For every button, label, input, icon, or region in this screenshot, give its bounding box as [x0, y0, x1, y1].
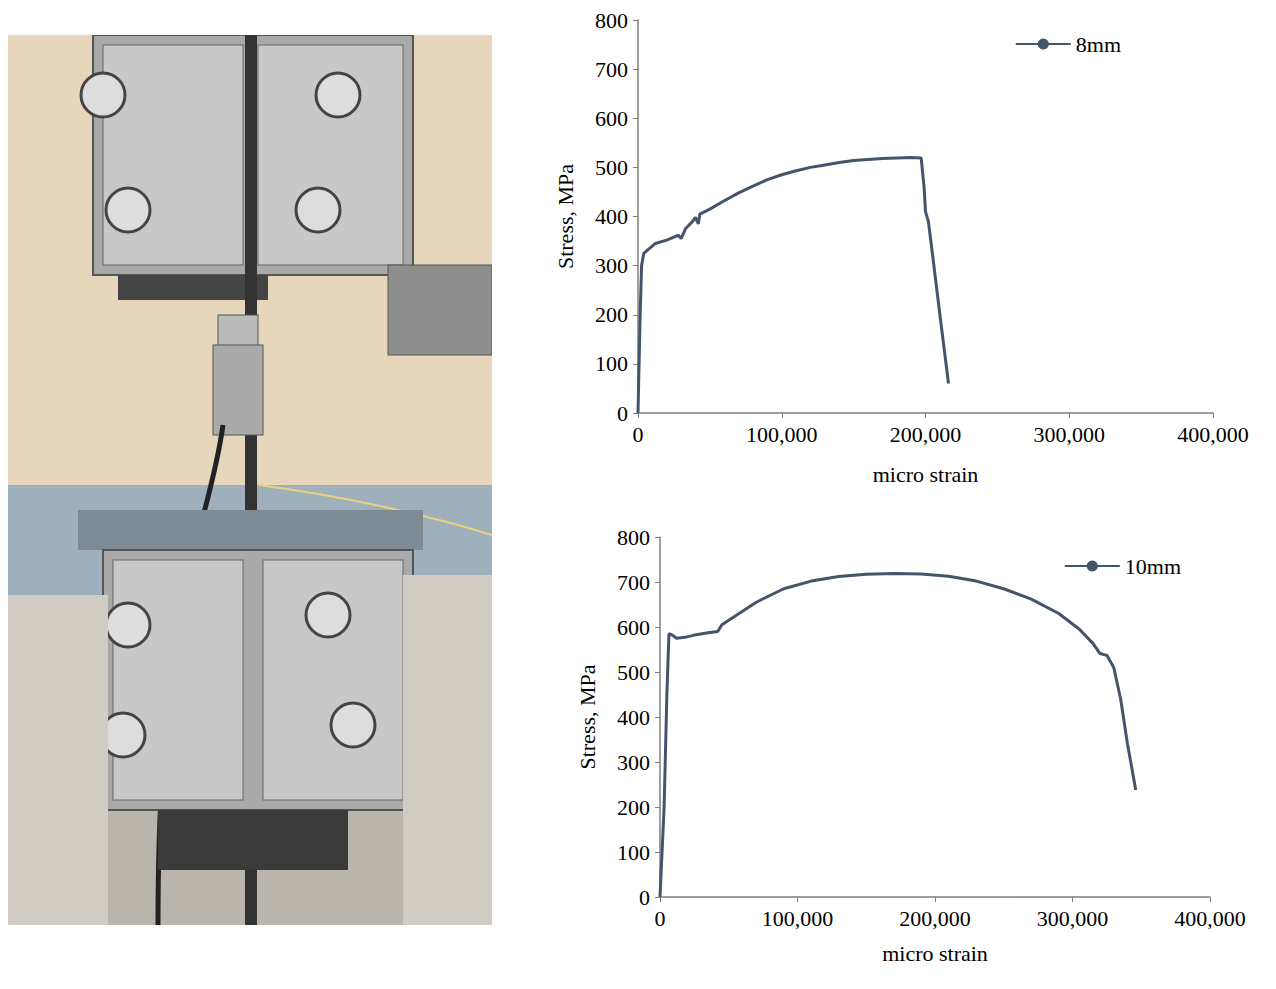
- svg-text:8mm: 8mm: [1076, 32, 1121, 57]
- svg-text:0: 0: [639, 885, 650, 910]
- svg-text:10mm: 10mm: [1125, 554, 1181, 579]
- svg-text:0: 0: [655, 906, 666, 931]
- svg-text:600: 600: [595, 106, 628, 131]
- svg-text:300: 300: [595, 253, 628, 278]
- svg-text:100,000: 100,000: [746, 422, 818, 447]
- svg-text:400: 400: [617, 705, 650, 730]
- svg-text:400,000: 400,000: [1174, 906, 1246, 931]
- svg-text:0: 0: [633, 422, 644, 447]
- svg-text:Stress, MPa: Stress, MPa: [553, 164, 578, 269]
- svg-text:200,000: 200,000: [899, 906, 971, 931]
- svg-text:500: 500: [617, 660, 650, 685]
- svg-text:700: 700: [595, 57, 628, 82]
- svg-text:100,000: 100,000: [762, 906, 834, 931]
- svg-text:400: 400: [595, 204, 628, 229]
- svg-text:300,000: 300,000: [1034, 422, 1106, 447]
- svg-text:100: 100: [595, 351, 628, 376]
- svg-text:600: 600: [617, 615, 650, 640]
- svg-text:micro strain: micro strain: [882, 941, 988, 966]
- svg-text:100: 100: [617, 840, 650, 865]
- svg-text:800: 800: [617, 525, 650, 550]
- svg-text:200: 200: [595, 302, 628, 327]
- svg-text:micro strain: micro strain: [873, 462, 979, 487]
- svg-text:300: 300: [617, 750, 650, 775]
- svg-text:800: 800: [595, 8, 628, 33]
- svg-text:700: 700: [617, 570, 650, 595]
- svg-text:300,000: 300,000: [1037, 906, 1109, 931]
- svg-text:500: 500: [595, 155, 628, 180]
- svg-text:0: 0: [617, 401, 628, 426]
- svg-text:Stress, MPa: Stress, MPa: [575, 664, 600, 769]
- svg-text:200,000: 200,000: [890, 422, 962, 447]
- svg-text:200: 200: [617, 795, 650, 820]
- svg-text:400,000: 400,000: [1177, 422, 1249, 447]
